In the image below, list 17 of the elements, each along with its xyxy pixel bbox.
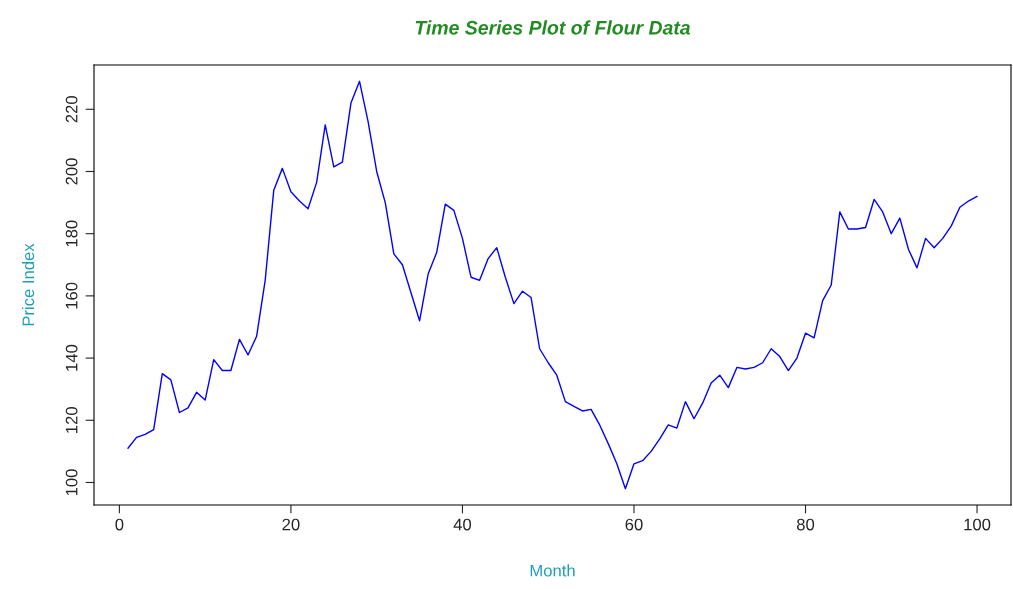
- y-tick-label: 220: [65, 96, 78, 123]
- x-axis-title: Month: [530, 564, 575, 577]
- line-series: [127, 80, 978, 490]
- chart-title: Time Series Plot of Flour Data: [415, 20, 691, 35]
- x-tick-label: 60: [625, 518, 643, 531]
- y-tick-label: 200: [65, 158, 78, 185]
- x-tick-label: 40: [453, 518, 472, 531]
- x-tick-label: 0: [115, 518, 124, 531]
- x-tick-label: 100: [964, 518, 991, 531]
- y-tick-label: 100: [65, 469, 78, 496]
- y-axis-title: Price Index: [21, 243, 35, 326]
- x-tick-label: 80: [796, 518, 815, 531]
- y-tick-label: 180: [65, 220, 78, 247]
- x-tick-label: 20: [282, 518, 300, 531]
- y-tick-label: 140: [65, 344, 78, 371]
- y-tick-label: 120: [65, 407, 78, 433]
- y-tick-label: 160: [65, 282, 78, 309]
